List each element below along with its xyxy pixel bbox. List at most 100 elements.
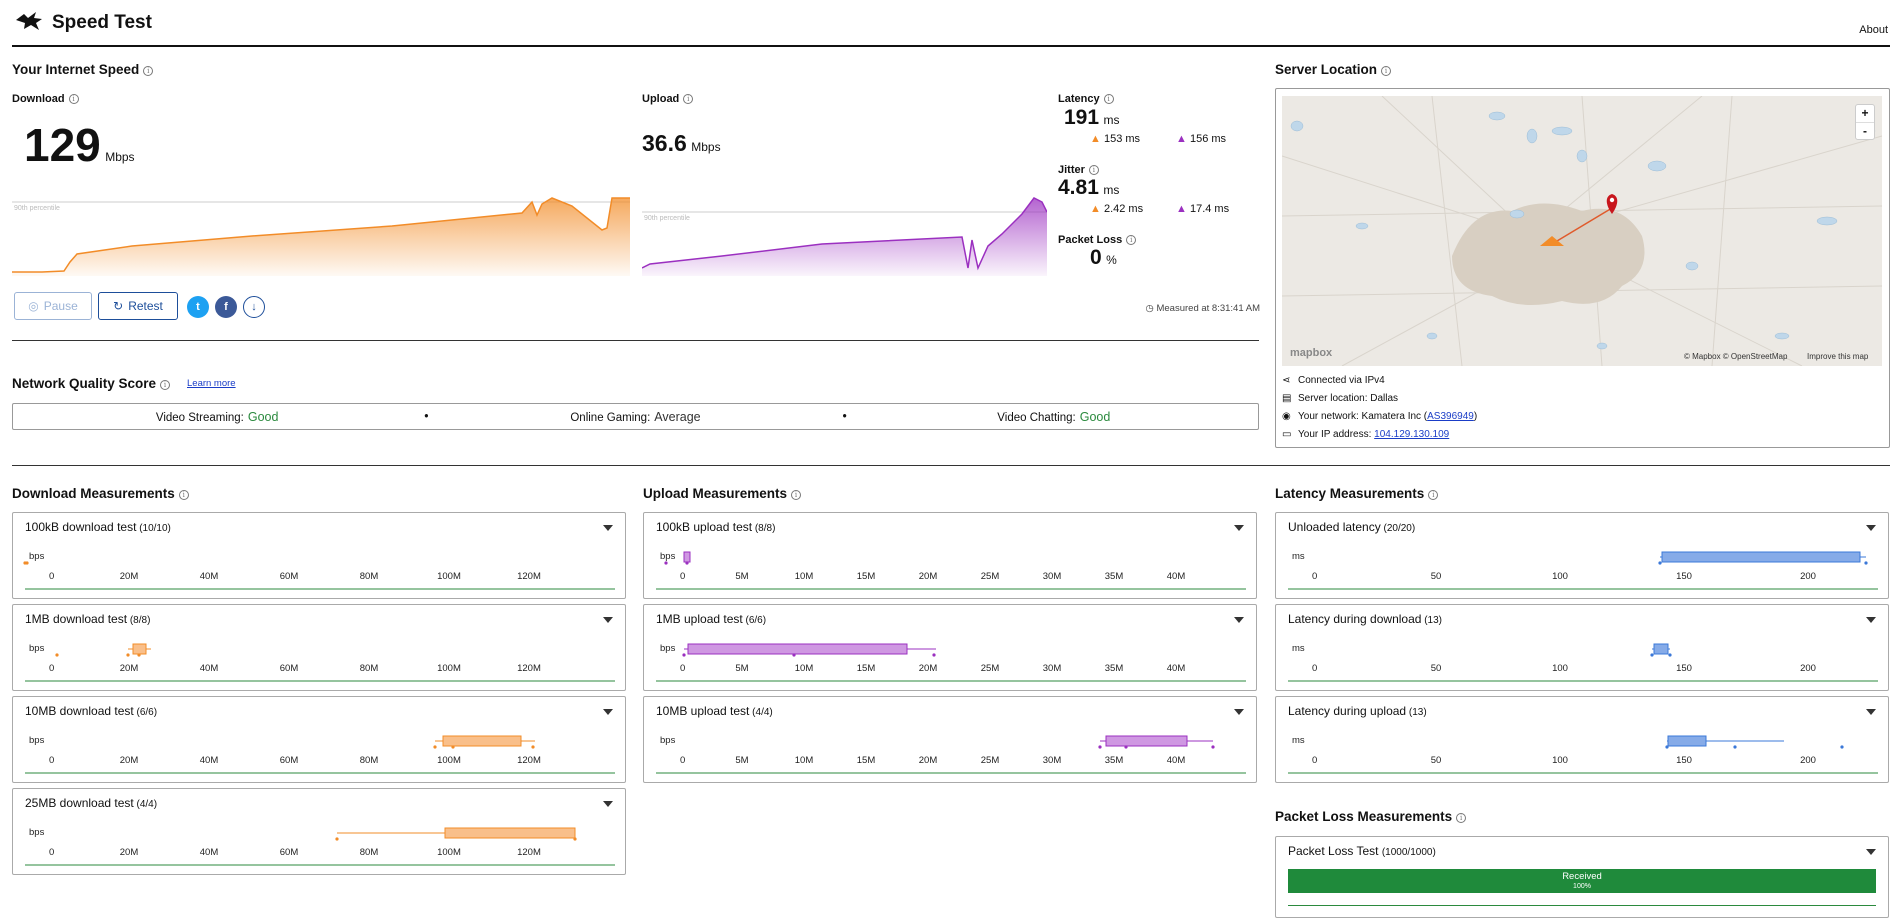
upload-measurement-card[interactable]: 100kB upload test (8/8) bps 0 5M 10M 15M 20M 25… — [643, 512, 1257, 599]
info-icon[interactable]: i — [68, 94, 79, 104]
axis-tick-label: 30M — [1043, 663, 1062, 674]
server-map[interactable]: mapbox © Mapbox © OpenStreetMap Improve … — [1282, 96, 1882, 366]
twitter-icon[interactable]: t — [187, 296, 209, 318]
download-speed-chart: 90th percentile — [12, 197, 630, 276]
chevron-down-icon[interactable] — [1866, 525, 1876, 531]
chevron-down-icon[interactable] — [603, 525, 613, 531]
download-person-icon: ▲ — [1090, 133, 1101, 145]
upload-measurement-card[interactable]: 1MB upload test (6/6) bps 0 5M 10M 15M 20M 25M 3… — [643, 604, 1257, 691]
info-icon[interactable]: i — [1456, 813, 1467, 823]
speedtest-logo-icon — [16, 12, 42, 30]
axis-unit-label: bps — [29, 643, 45, 654]
jitter-value: 4.81 ms — [1058, 176, 1120, 199]
data-point — [137, 653, 141, 657]
info-icon[interactable]: i — [160, 380, 171, 390]
upload-line — [642, 197, 1047, 271]
info-icon[interactable]: i — [1428, 490, 1439, 500]
learn-more-link[interactable]: Learn more — [187, 378, 236, 389]
chevron-down-icon[interactable] — [1234, 525, 1244, 531]
axis-tick-label: 120M — [517, 847, 541, 858]
info-icon[interactable]: i — [143, 66, 154, 76]
download-measurement-card[interactable]: 25MB download test (4/4) bps 0 20M 40M 60M 80M… — [12, 788, 626, 875]
info-icon[interactable]: i — [1381, 66, 1392, 76]
about-link[interactable]: About — [1859, 24, 1888, 36]
axis-tick-label: 150 — [1676, 755, 1692, 766]
info-icon[interactable]: i — [178, 490, 189, 500]
map-zoom-control[interactable]: + - — [1855, 104, 1875, 140]
network-icon: ⋖ — [1282, 375, 1291, 386]
download-boxplot: bps 0 20M 40M 60M 80M 100M 120M — [25, 827, 615, 866]
axis-tick-label: 100 — [1552, 755, 1568, 766]
download-label: Download i — [12, 93, 79, 105]
zoom-in-button[interactable]: + — [1861, 106, 1869, 120]
chevron-down-icon[interactable] — [603, 709, 613, 715]
latency-measurement-card[interactable]: Latency during download (13) ms 0 50 100 150 2… — [1275, 604, 1889, 691]
info-icon[interactable]: i — [1126, 235, 1137, 245]
upload-boxplot: bps 0 5M 10M 15M 20M 25M 30M 35M 40M — [656, 735, 1246, 774]
dallas-metro-area — [1452, 203, 1645, 305]
data-point — [664, 561, 668, 565]
speed-section-title: Your Internet Speed i — [12, 62, 154, 77]
chevron-down-icon[interactable] — [1866, 617, 1876, 623]
chevron-down-icon[interactable] — [1234, 709, 1244, 715]
asn-link[interactable]: AS396949 — [1427, 410, 1474, 422]
axis-unit-label: ms — [1292, 735, 1305, 746]
server-location-text: ▤ Server location: Dallas — [1282, 392, 1399, 405]
axis-tick-label: 200 — [1800, 571, 1816, 582]
download-results-icon[interactable]: ↓ — [243, 296, 265, 318]
data-point — [1650, 653, 1654, 657]
axis-tick-label: 40M — [200, 755, 219, 766]
packet-loss-card[interactable]: Packet Loss Test (1000/1000) Received 10… — [1275, 836, 1889, 918]
received-bar: Received 100% — [1288, 869, 1876, 893]
ip-link[interactable]: 104.129.130.109 — [1374, 428, 1450, 440]
upload-measurement-card[interactable]: 10MB upload test (4/4) bps 0 5M 10M 15M 20M 25M… — [643, 696, 1257, 783]
chevron-down-icon[interactable] — [1234, 617, 1244, 623]
facebook-icon[interactable]: f — [215, 296, 237, 318]
download-measurement-card[interactable]: 100kB download test (10/10) bps 0 20M 40M 60M… — [12, 512, 626, 599]
download-line — [12, 197, 630, 273]
latency-measurement-card[interactable]: Latency during upload (13) ms 0 50 100 150 200 — [1275, 696, 1889, 783]
axis-tick-label: 0 — [1312, 755, 1317, 766]
axis-tick-label: 120M — [517, 663, 541, 674]
data-point — [433, 745, 437, 749]
server-location-panel — [1275, 88, 1890, 448]
download-measurement-card[interactable]: 10MB download test (6/6) bps 0 20M 40M 60M 80M… — [12, 696, 626, 783]
chevron-down-icon[interactable] — [1866, 709, 1876, 715]
pause-button[interactable]: ◎ Pause — [14, 292, 92, 320]
clock-icon: ◷ — [1145, 303, 1154, 314]
nqs-video-streaming: Video Streaming: Good — [155, 409, 279, 424]
chevron-down-icon[interactable] — [1866, 849, 1876, 855]
axis-unit-label: bps — [29, 827, 45, 838]
chevron-down-icon[interactable] — [603, 801, 613, 807]
upload-boxplot: bps 0 5M 10M 15M 20M 25M 30M 35M 40M — [656, 551, 1246, 590]
axis-tick-label: 100M — [437, 663, 461, 674]
axis-unit-label: bps — [660, 735, 676, 746]
axis-tick-label: 0 — [49, 663, 54, 674]
latency-boxplot: ms 0 50 100 150 200 — [1288, 551, 1878, 590]
location-pin-icon: ◉ — [1282, 411, 1291, 422]
axis-tick-label: 120M — [517, 571, 541, 582]
retest-button[interactable]: ↻ Retest — [98, 292, 178, 320]
info-icon[interactable]: i — [1103, 94, 1114, 104]
chevron-down-icon[interactable] — [603, 617, 613, 623]
latency-measurement-card[interactable]: Unloaded latency (20/20) ms 0 50 100 150 200 — [1275, 512, 1889, 599]
axis-tick-label: 40M — [1167, 663, 1186, 674]
axis-tick-label: 50 — [1431, 663, 1442, 674]
download-person-icon: ▲ — [1090, 203, 1101, 215]
data-point — [1668, 653, 1672, 657]
info-icon[interactable]: i — [683, 94, 694, 104]
upload-label: Upload i — [642, 93, 694, 105]
zoom-out-button[interactable]: - — [1856, 122, 1874, 140]
download-measurement-card[interactable]: 1MB download test (8/8) bps 0 20M 40M 60M 80M 1… — [12, 604, 626, 691]
nqs-online-gaming: Online Gaming: Average — [570, 409, 701, 424]
axis-tick-label: 20M — [120, 847, 139, 858]
axis-tick-label: 15M — [857, 663, 876, 674]
info-icon[interactable]: i — [791, 490, 802, 500]
latency-upload: ▲ 156 ms — [1176, 133, 1227, 145]
info-icon[interactable]: i — [1088, 165, 1099, 175]
axis-tick-label: 0 — [1312, 571, 1317, 582]
iqr-box — [687, 643, 908, 655]
iqr-box — [1661, 551, 1861, 563]
iqr-box — [442, 735, 522, 747]
ip-card-icon: ▭ — [1282, 429, 1292, 440]
